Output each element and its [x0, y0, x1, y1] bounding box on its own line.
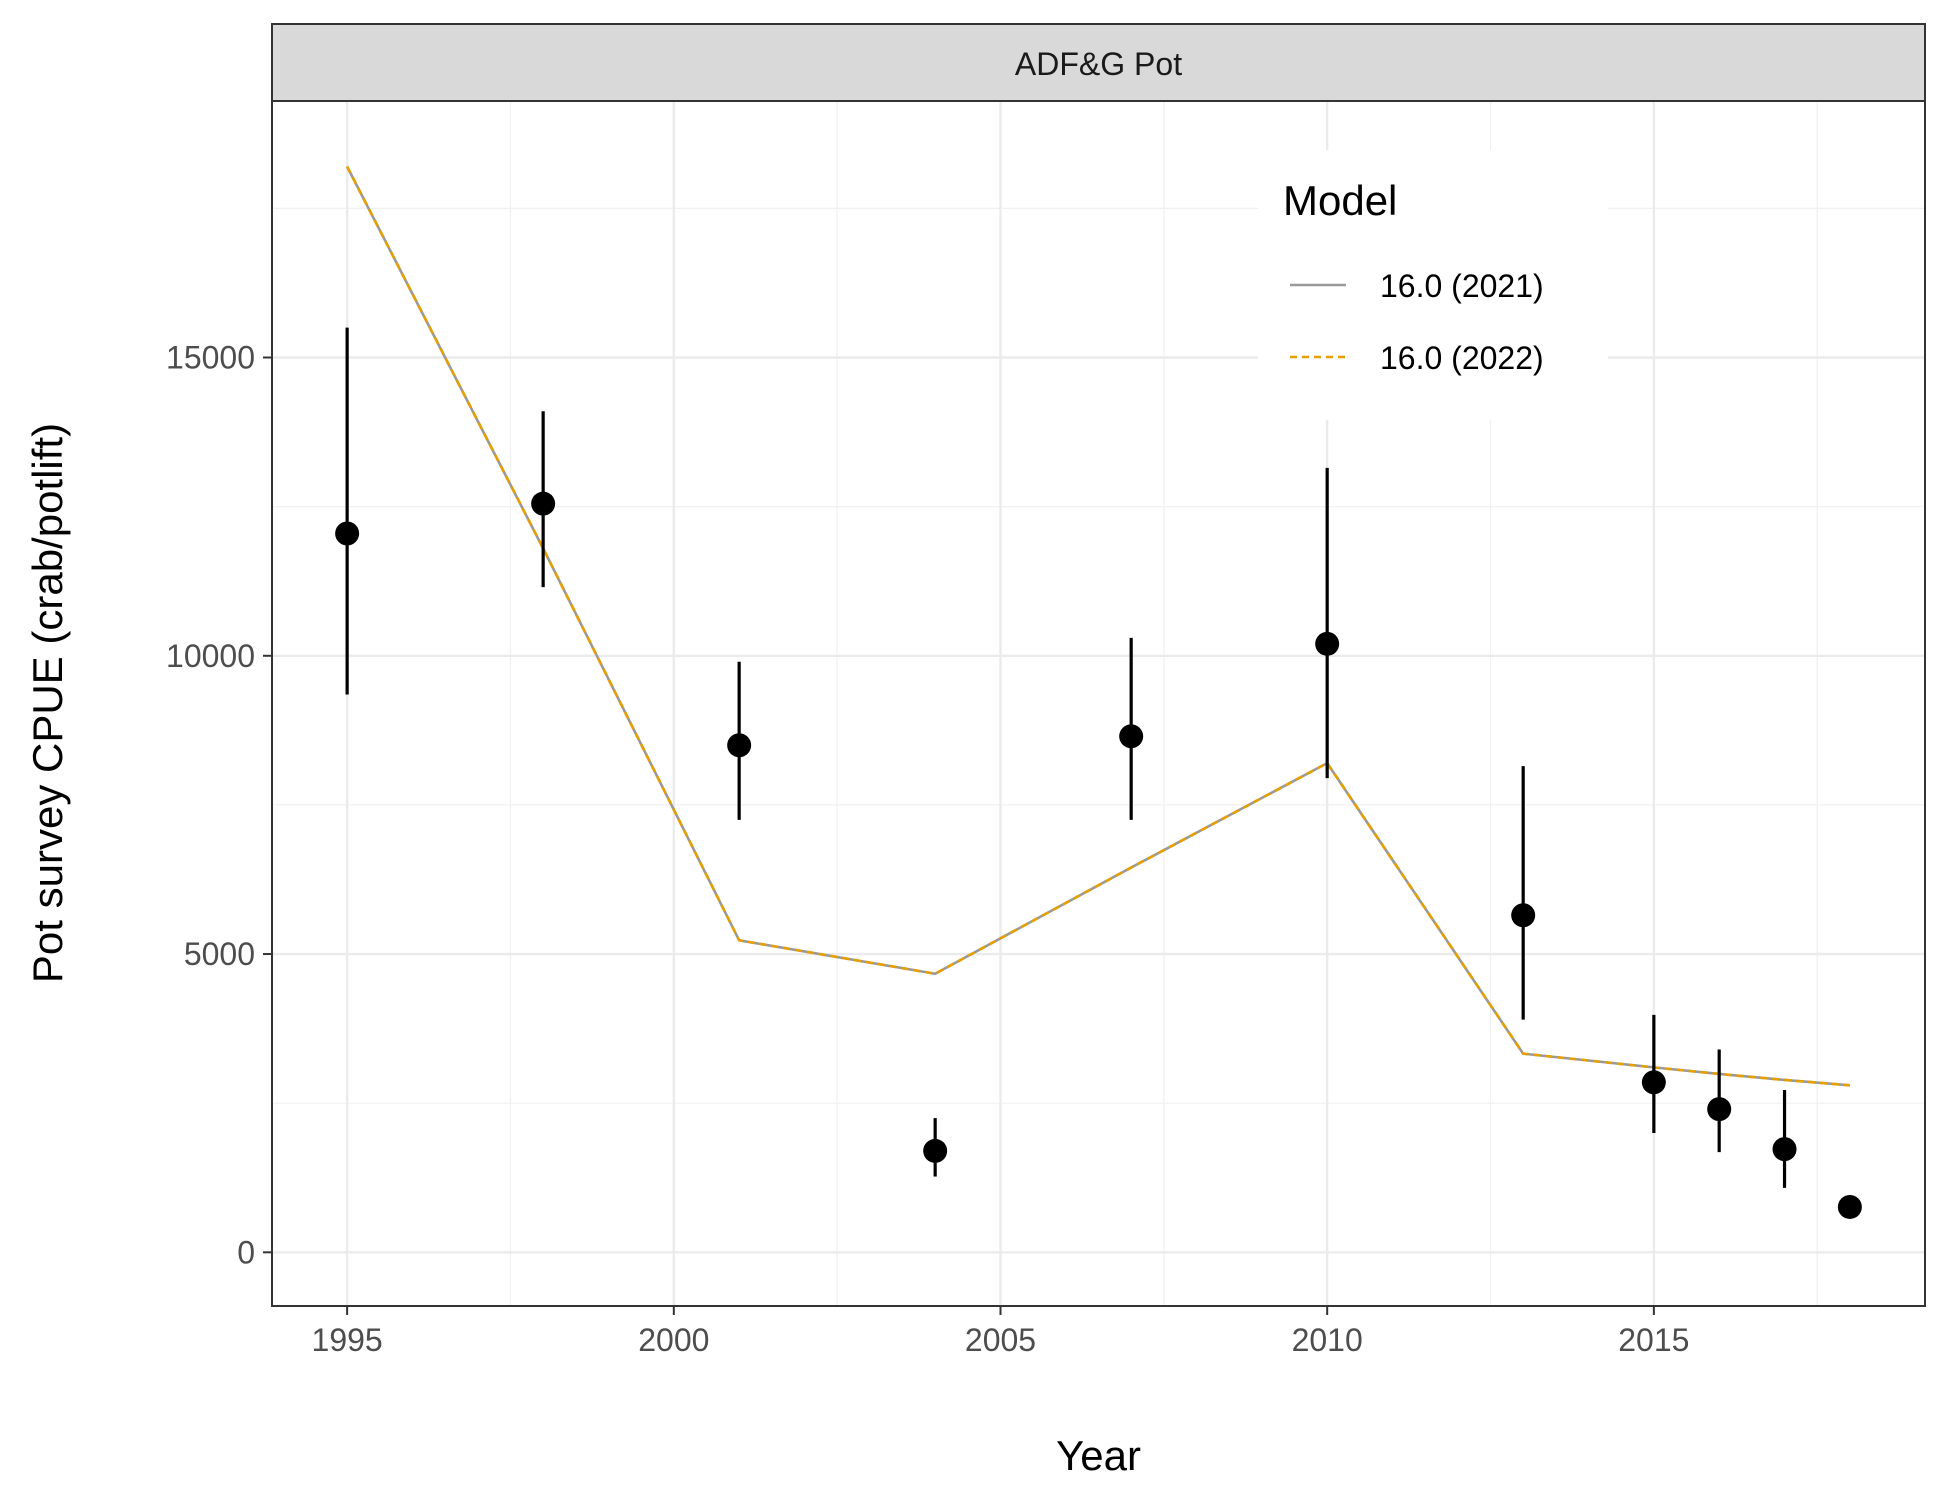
minor-gridlines — [272, 101, 1925, 1306]
x-tick-label: 2015 — [1618, 1322, 1689, 1358]
y-tick-label: 10000 — [166, 638, 255, 674]
observed-point — [1119, 724, 1144, 749]
series-line-16-0-2022 — [345, 166, 1850, 1087]
observed-point — [1707, 1097, 1732, 1122]
y-axis: 0 5000 10000 15000 — [166, 340, 272, 1270]
x-axis-title: Year — [1056, 1432, 1141, 1479]
observed-point — [1315, 631, 1340, 656]
legend-title: Model — [1283, 177, 1397, 224]
x-tick-label: 2005 — [965, 1322, 1036, 1358]
observed-point — [1641, 1070, 1666, 1095]
x-tick-label: 2010 — [1292, 1322, 1363, 1358]
legend-label-16-0-2022: 16.0 (2022) — [1380, 340, 1544, 376]
legend: Model 16.0 (2021) 16.0 (2022) — [1258, 150, 1608, 420]
facet-strip — [271, 23, 1926, 102]
observed-point — [1772, 1137, 1797, 1162]
observed-point — [1511, 903, 1536, 928]
facet-strip-label: ADF&G Pot — [1015, 46, 1182, 82]
observed-point — [1837, 1194, 1862, 1219]
y-tick-label: 5000 — [184, 936, 255, 972]
x-axis: 1995 2000 2005 2010 2015 — [312, 1306, 1689, 1358]
observed-points — [335, 327, 1862, 1219]
y-tick-label: 15000 — [166, 340, 255, 376]
x-tick-label: 1995 — [312, 1322, 383, 1358]
y-axis-title: Pot survey CPUE (crab/potlift) — [24, 423, 71, 983]
plot-panel — [272, 101, 1925, 1306]
observed-point — [923, 1138, 948, 1163]
legend-label-16-0-2021: 16.0 (2021) — [1380, 268, 1544, 304]
observed-point — [727, 733, 752, 758]
y-tick-label: 0 — [237, 1234, 255, 1270]
plot-panel-border — [271, 100, 1926, 1307]
observed-point — [335, 521, 360, 546]
observed-point — [531, 491, 556, 516]
x-tick-label: 2000 — [638, 1322, 709, 1358]
